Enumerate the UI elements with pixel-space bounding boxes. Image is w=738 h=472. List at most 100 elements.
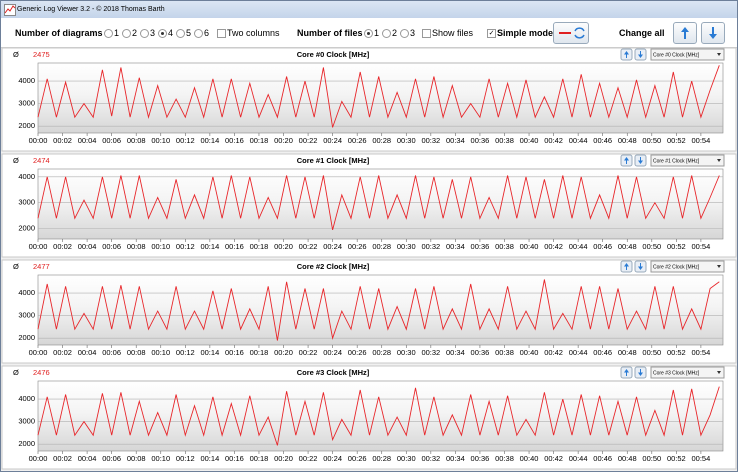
x-tick-label: 00:04 bbox=[78, 242, 97, 251]
radio[interactable] bbox=[176, 29, 185, 38]
x-tick-label: 00:50 bbox=[642, 454, 661, 463]
x-tick-label: 00:14 bbox=[200, 242, 219, 251]
avg-symbol: Ø bbox=[13, 156, 19, 165]
diagram-panel: Ø 2476 Core #3 Clock [MHz] Core #3 Clock [M… bbox=[1, 365, 737, 470]
radio[interactable] bbox=[140, 29, 149, 38]
x-tick-label: 00:14 bbox=[200, 348, 219, 357]
x-tick-label: 00:34 bbox=[446, 454, 465, 463]
files-label: Number of files bbox=[297, 28, 363, 38]
channel-dropdown[interactable] bbox=[650, 260, 725, 273]
move-up-button[interactable] bbox=[673, 22, 697, 44]
icon bbox=[709, 27, 717, 39]
channel-dropdown[interactable] bbox=[650, 48, 725, 61]
diagram-panel: Ø 2475 Core #0 Clock [MHz] Core #0 Clock [M… bbox=[1, 48, 737, 152]
x-tick-label: 00:18 bbox=[250, 242, 269, 251]
radio[interactable] bbox=[400, 29, 409, 38]
x-tick-label: 00:16 bbox=[225, 136, 244, 145]
checkbox[interactable] bbox=[217, 29, 226, 38]
x-tick-label: 00:32 bbox=[421, 348, 440, 357]
x-tick-label: 00:54 bbox=[692, 454, 711, 463]
x-tick-label: 00:38 bbox=[495, 136, 514, 145]
icon bbox=[624, 157, 643, 164]
x-tick-label: 00:06 bbox=[102, 242, 121, 251]
x-tick-label: 00:24 bbox=[323, 348, 342, 357]
y-tick-label: 2000 bbox=[18, 333, 35, 342]
x-tick-label: 00:44 bbox=[569, 242, 588, 251]
x-tick-label: 00:40 bbox=[520, 348, 539, 357]
dropdown-text: Core #2 Clock [MHz] bbox=[653, 264, 700, 270]
x-tick-label: 00:02 bbox=[53, 348, 72, 357]
change-all-label: Change all bbox=[619, 28, 665, 38]
y-tick-label: 4000 bbox=[18, 76, 35, 85]
x-tick-label: 00:38 bbox=[495, 348, 514, 357]
checkbox-checked[interactable]: ✓ bbox=[487, 29, 496, 38]
dropdown-arrow bbox=[717, 265, 721, 268]
channel-dropdown[interactable] bbox=[650, 154, 725, 167]
x-tick-label: 00:16 bbox=[225, 348, 244, 357]
data-line bbox=[37, 65, 720, 128]
radio[interactable] bbox=[158, 29, 167, 38]
x-tick-label: 00:10 bbox=[151, 348, 170, 357]
x-tick-label: 00:30 bbox=[397, 348, 416, 357]
radio[interactable] bbox=[382, 29, 391, 38]
diagram-area: Ø 2475 Core #0 Clock [MHz] Core #0 Clock [M… bbox=[1, 48, 737, 470]
icon bbox=[559, 27, 585, 39]
radio[interactable] bbox=[122, 29, 131, 38]
x-tick-label: 00:02 bbox=[53, 242, 72, 251]
x-tick-label: 00:54 bbox=[692, 136, 711, 145]
x-tick-label: 00:12 bbox=[176, 454, 195, 463]
radio-label: 1 bbox=[114, 28, 120, 38]
radio[interactable] bbox=[364, 29, 373, 38]
x-tick-label: 00:14 bbox=[200, 454, 219, 463]
x-tick-label: 00:42 bbox=[544, 348, 563, 357]
x-tick-label: 00:42 bbox=[544, 242, 563, 251]
radio[interactable] bbox=[104, 29, 113, 38]
x-tick-label: 00:20 bbox=[274, 348, 293, 357]
x-tick-label: 00:42 bbox=[544, 454, 563, 463]
x-tick-label: 00:20 bbox=[274, 242, 293, 251]
radio[interactable] bbox=[194, 29, 203, 38]
x-tick-label: 00:44 bbox=[569, 348, 588, 357]
x-tick-label: 00:10 bbox=[151, 136, 170, 145]
x-tick-label: 00:40 bbox=[520, 454, 539, 463]
line-style-button[interactable] bbox=[553, 22, 589, 44]
x-tick-label: 00:54 bbox=[692, 242, 711, 251]
x-tick-label: 00:46 bbox=[593, 136, 612, 145]
x-tick-label: 00:00 bbox=[29, 454, 48, 463]
plot-bg bbox=[37, 274, 724, 346]
x-tick-label: 00:50 bbox=[642, 242, 661, 251]
radio-label: 2 bbox=[392, 28, 398, 38]
x-tick-label: 00:46 bbox=[593, 242, 612, 251]
x-tick-label: 00:28 bbox=[372, 136, 391, 145]
y-tick-label: 2000 bbox=[18, 439, 35, 448]
channel-dropdown[interactable] bbox=[650, 366, 725, 379]
x-tick-label: 00:40 bbox=[520, 242, 539, 251]
x-tick-label: 00:02 bbox=[53, 136, 72, 145]
diagrams-label: Number of diagrams bbox=[15, 28, 103, 38]
checkbox-label: Show files bbox=[432, 28, 474, 38]
radio-label: 2 bbox=[132, 28, 138, 38]
x-tick-label: 00:52 bbox=[667, 242, 686, 251]
x-tick-label: 00:26 bbox=[348, 242, 367, 251]
move-down-button[interactable] bbox=[701, 22, 725, 44]
radio-label: 3 bbox=[410, 28, 416, 38]
x-tick-label: 00:24 bbox=[323, 454, 342, 463]
x-tick-label: 00:22 bbox=[299, 348, 318, 357]
x-tick-label: 00:32 bbox=[421, 454, 440, 463]
x-tick-label: 00:12 bbox=[176, 136, 195, 145]
x-tick-label: 00:50 bbox=[642, 348, 661, 357]
checkbox[interactable] bbox=[422, 29, 431, 38]
icon bbox=[681, 27, 689, 39]
x-tick-label: 00:26 bbox=[348, 454, 367, 463]
y-tick-label: 2000 bbox=[18, 224, 35, 233]
radio-label: 6 bbox=[204, 28, 210, 38]
x-tick-label: 00:00 bbox=[29, 242, 48, 251]
icon bbox=[624, 263, 643, 270]
data-line bbox=[37, 279, 720, 341]
x-tick-label: 00:36 bbox=[471, 242, 490, 251]
checkbox-label: Simple mode bbox=[497, 28, 554, 38]
x-tick-label: 00:22 bbox=[299, 242, 318, 251]
plot-bg bbox=[37, 62, 724, 134]
x-tick-label: 00:54 bbox=[692, 348, 711, 357]
radio-label: 1 bbox=[374, 28, 380, 38]
